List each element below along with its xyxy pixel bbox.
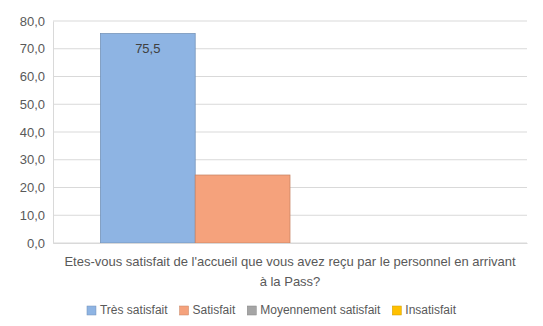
bar: [385, 243, 480, 244]
y-tick-label: 20,0: [20, 180, 45, 195]
y-axis-line: [53, 22, 54, 244]
y-tick-label: 50,0: [20, 97, 45, 112]
y-tick-label: 30,0: [20, 152, 45, 167]
y-tick: 50,0: [20, 97, 53, 112]
y-axis: 0,0 10,0 20,0 30,0 40,0 50,0 60,0 70,0 80,0: [20, 14, 54, 251]
y-tick: 70,0: [20, 41, 53, 56]
y-tick: 20,0: [20, 180, 53, 195]
category-label: Etes-vous satisfait de l'accueil que vou…: [64, 254, 516, 289]
y-tick: 60,0: [20, 69, 53, 84]
legend-item: Très satisfait: [87, 303, 168, 317]
legend-label: Très satisfait: [100, 303, 168, 317]
y-tick-label: 70,0: [20, 41, 45, 56]
y-tick: 10,0: [20, 208, 53, 223]
y-tick-label: 60,0: [20, 69, 45, 84]
x-axis: [54, 243, 528, 245]
legend-item: Insatisfait: [392, 303, 456, 317]
y-tick: 40,0: [20, 125, 53, 140]
plot: 0,0 10,0 20,0 30,0 40,0 50,0 60,0 70,0 80,0 75,5 E…: [20, 14, 528, 289]
legend-item: Moyennement satisfait: [247, 303, 381, 317]
y-tick: 0,0: [27, 236, 53, 251]
legend-swatch: [180, 306, 189, 315]
chart: 0,0 10,0 20,0 30,0 40,0 50,0 60,0 70,0 80,0 75,5 E…: [0, 0, 543, 326]
y-tick-label: 0,0: [27, 236, 45, 251]
legend-label: Satisfait: [193, 303, 236, 317]
grid: [53, 21, 527, 243]
legend: Très satisfait Satisfait Moyennement satis…: [87, 303, 457, 317]
bar: [290, 243, 385, 244]
y-tick-label: 80,0: [20, 14, 45, 29]
legend-swatch: [87, 306, 96, 315]
bar: [195, 175, 290, 243]
y-tick: 80,0: [20, 14, 53, 29]
legend-label: Moyennement satisfait: [260, 303, 381, 317]
bar: [100, 33, 195, 243]
x-axis-line: [54, 243, 528, 244]
y-tick-label: 40,0: [20, 125, 45, 140]
legend-item: Satisfait: [180, 303, 236, 317]
legend-swatch: [247, 306, 256, 315]
grid-line: [53, 21, 527, 22]
legend-label: Insatisfait: [405, 303, 456, 317]
y-tick: 30,0: [20, 152, 53, 167]
legend-swatch: [392, 306, 401, 315]
bars: [100, 33, 290, 243]
y-tick-label: 10,0: [20, 208, 45, 223]
data-label: 75,5: [135, 41, 160, 56]
